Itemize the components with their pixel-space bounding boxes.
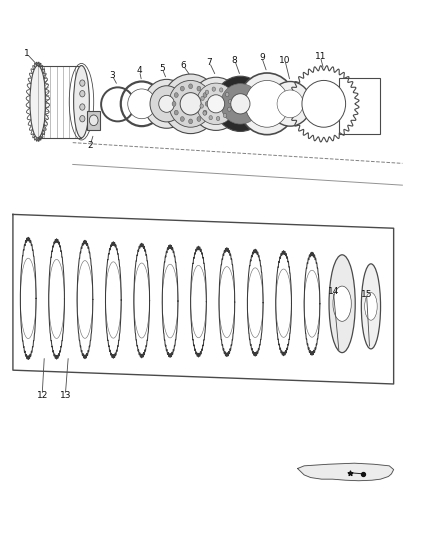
Ellipse shape xyxy=(277,90,303,118)
Text: 3: 3 xyxy=(109,70,115,79)
Circle shape xyxy=(180,86,184,91)
Circle shape xyxy=(197,117,201,122)
Text: 1: 1 xyxy=(24,50,30,58)
Circle shape xyxy=(80,116,85,122)
Point xyxy=(360,470,367,478)
Ellipse shape xyxy=(231,94,250,114)
Circle shape xyxy=(80,104,85,110)
Ellipse shape xyxy=(30,66,46,138)
Circle shape xyxy=(89,115,98,126)
Ellipse shape xyxy=(74,66,89,138)
Ellipse shape xyxy=(245,80,289,127)
Circle shape xyxy=(189,119,193,124)
Ellipse shape xyxy=(207,95,225,113)
Circle shape xyxy=(189,84,193,88)
Polygon shape xyxy=(297,463,394,481)
Ellipse shape xyxy=(162,74,219,134)
Ellipse shape xyxy=(333,286,351,321)
Ellipse shape xyxy=(329,255,355,353)
Ellipse shape xyxy=(159,95,174,112)
Circle shape xyxy=(226,92,229,96)
Text: 13: 13 xyxy=(60,391,71,400)
Ellipse shape xyxy=(302,80,346,127)
Circle shape xyxy=(229,100,232,104)
Text: 14: 14 xyxy=(328,287,339,296)
Text: 10: 10 xyxy=(279,56,291,64)
Circle shape xyxy=(174,110,178,115)
Ellipse shape xyxy=(221,84,260,124)
Text: 9: 9 xyxy=(259,53,265,62)
Text: 4: 4 xyxy=(137,67,142,75)
Point xyxy=(346,469,353,477)
Circle shape xyxy=(212,87,215,91)
Circle shape xyxy=(203,110,207,115)
Circle shape xyxy=(209,116,212,120)
Ellipse shape xyxy=(361,264,381,349)
Text: 15: 15 xyxy=(361,289,372,298)
Circle shape xyxy=(80,80,85,86)
Circle shape xyxy=(203,93,207,98)
Circle shape xyxy=(80,91,85,97)
Circle shape xyxy=(174,93,178,98)
Ellipse shape xyxy=(196,83,236,125)
Text: 7: 7 xyxy=(207,58,212,67)
Text: 2: 2 xyxy=(88,141,93,150)
Text: 8: 8 xyxy=(232,56,237,64)
Ellipse shape xyxy=(238,73,296,135)
Circle shape xyxy=(205,90,208,94)
Bar xyxy=(339,78,380,134)
Circle shape xyxy=(172,101,176,106)
Circle shape xyxy=(223,114,227,118)
Text: 6: 6 xyxy=(180,61,186,70)
Text: 5: 5 xyxy=(159,64,165,73)
Circle shape xyxy=(203,111,206,115)
Ellipse shape xyxy=(180,93,201,115)
Ellipse shape xyxy=(128,89,155,119)
Circle shape xyxy=(205,101,209,106)
Circle shape xyxy=(201,96,204,101)
Ellipse shape xyxy=(144,79,189,128)
Text: 11: 11 xyxy=(314,52,326,61)
Ellipse shape xyxy=(214,76,267,132)
Ellipse shape xyxy=(169,80,212,127)
Ellipse shape xyxy=(269,82,311,126)
Text: 12: 12 xyxy=(36,391,48,400)
Bar xyxy=(87,111,100,130)
Ellipse shape xyxy=(150,86,183,122)
Ellipse shape xyxy=(365,293,377,320)
Circle shape xyxy=(200,104,203,108)
Circle shape xyxy=(180,117,184,122)
Circle shape xyxy=(219,88,223,92)
Ellipse shape xyxy=(191,77,241,131)
Circle shape xyxy=(197,86,201,91)
Circle shape xyxy=(228,107,231,111)
Circle shape xyxy=(216,116,220,120)
